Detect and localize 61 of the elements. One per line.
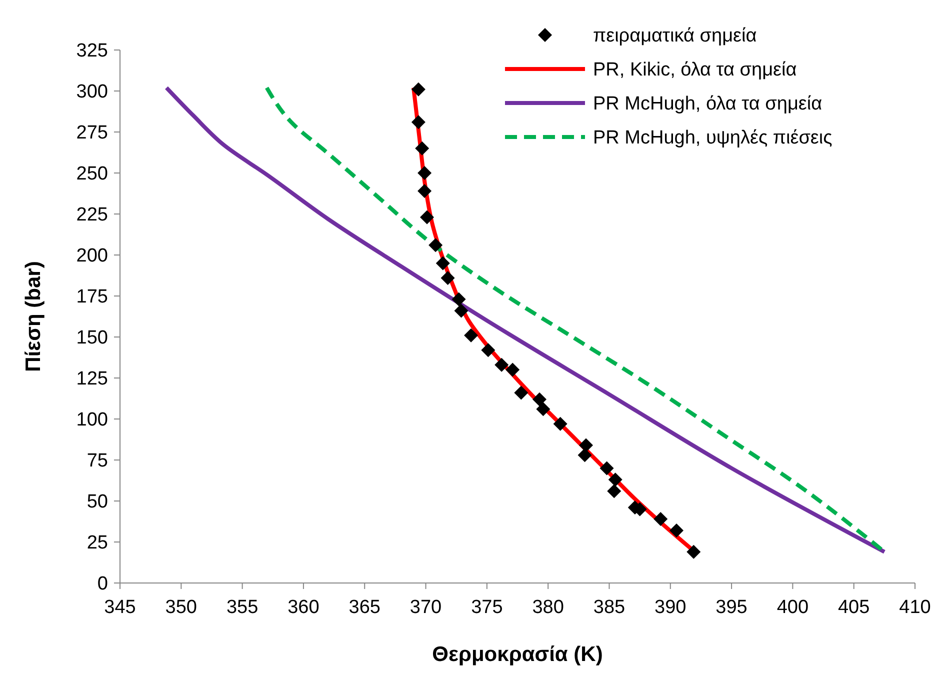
x-axis-title: Θερμοκρασία (K) xyxy=(432,643,603,666)
point xyxy=(411,82,426,96)
y-axis-title: Πίεση (bar) xyxy=(22,261,45,372)
point xyxy=(600,461,614,476)
point xyxy=(440,270,455,285)
x-tick-label: 410 xyxy=(899,597,931,618)
y-tick-label: 50 xyxy=(86,492,108,513)
point xyxy=(428,238,443,252)
point xyxy=(654,512,668,526)
point xyxy=(670,524,684,538)
x-tick-label: 380 xyxy=(532,597,564,618)
point xyxy=(536,402,550,416)
x-tick-label: 390 xyxy=(654,597,686,618)
point xyxy=(686,544,701,559)
point xyxy=(452,292,466,306)
y-tick-label: 0 xyxy=(97,574,108,595)
x-tick-label: 385 xyxy=(593,597,626,618)
point xyxy=(420,210,434,224)
point xyxy=(607,484,622,498)
legend-label: PR McHugh, όλα τα σημεία xyxy=(593,94,822,115)
point xyxy=(464,328,478,342)
point xyxy=(578,448,592,462)
x-tick-label: 400 xyxy=(776,597,809,618)
point xyxy=(514,386,528,400)
x-tick-label: 345 xyxy=(104,597,136,618)
point xyxy=(454,304,468,318)
x-tick-label: 405 xyxy=(838,597,870,618)
y-tick-label: 200 xyxy=(76,246,108,267)
x-tick-label: 370 xyxy=(410,597,442,618)
point xyxy=(494,358,509,372)
y-tick-label: 75 xyxy=(86,450,108,472)
y-tick-label: 125 xyxy=(76,368,108,390)
point xyxy=(418,184,432,198)
y-tick-label: 325 xyxy=(76,40,108,62)
point xyxy=(608,472,622,487)
point xyxy=(436,256,450,270)
x-tick-label: 360 xyxy=(288,597,320,618)
point xyxy=(578,438,593,452)
point xyxy=(411,115,426,130)
point xyxy=(415,141,430,156)
y-tick-label: 150 xyxy=(76,328,108,349)
legend-label: PR, Kikic, όλα τα σημεία xyxy=(593,60,797,81)
point xyxy=(553,416,568,431)
x-tick-label: 355 xyxy=(226,597,258,618)
x-tick-label: 395 xyxy=(716,597,748,618)
y-tick-label: 250 xyxy=(76,164,108,185)
y-tick-label: 225 xyxy=(76,204,108,226)
y-tick-label: 300 xyxy=(76,82,108,103)
point xyxy=(418,166,432,180)
x-tick-label: 365 xyxy=(348,597,380,618)
legend-label: πειραματικά σημεία xyxy=(593,26,757,47)
y-tick-label: 175 xyxy=(76,286,108,308)
legend-label: PR McHugh, υψηλές πιέσεις xyxy=(593,128,832,149)
point xyxy=(506,362,520,377)
x-tick-label: 375 xyxy=(471,597,503,618)
x-tick-label: 350 xyxy=(165,597,198,618)
point xyxy=(532,392,547,406)
point xyxy=(481,343,496,358)
y-tick-label: 100 xyxy=(76,410,108,431)
y-tick-label: 25 xyxy=(86,532,108,554)
y-tick-label: 275 xyxy=(76,122,108,144)
